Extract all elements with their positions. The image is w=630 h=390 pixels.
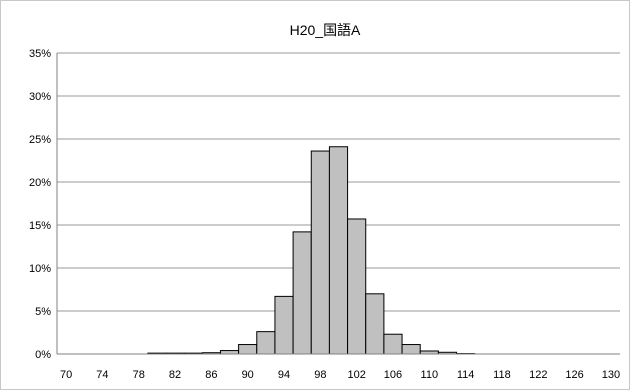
bar — [328, 146, 349, 355]
bars — [147, 146, 476, 355]
y-tick-label: 30% — [29, 91, 51, 103]
x-tick-label: 70 — [60, 369, 72, 381]
y-tick-label: 20% — [29, 177, 51, 189]
y-tick-label: 15% — [29, 220, 51, 232]
x-tick-label: 74 — [96, 369, 108, 381]
bar — [292, 231, 312, 355]
y-tick-label: 35% — [29, 48, 51, 60]
y-tick-labels: 0% 5% 10% 15% 20% 25% 30% 35% — [29, 48, 51, 361]
bar — [310, 150, 330, 355]
axes — [56, 53, 620, 355]
x-tick-label: 90 — [242, 369, 254, 381]
y-tick-label: 25% — [29, 134, 51, 146]
x-tick-label: 78 — [133, 369, 145, 381]
x-tick-label: 106 — [384, 369, 402, 381]
grid-lines — [57, 52, 620, 312]
chart-title: H20_国語A — [290, 22, 361, 38]
x-tick-label: 86 — [205, 369, 217, 381]
x-tick-label: 110 — [421, 369, 439, 381]
y-tick-label: 10% — [29, 263, 51, 275]
x-tick-labels: 70 74 78 82 86 90 94 98 102 106 110 114 118 122 126 130 — [60, 369, 620, 381]
x-tick-label: 118 — [493, 369, 511, 381]
bar — [238, 344, 258, 355]
bar — [256, 331, 276, 355]
x-tick-label: 122 — [529, 369, 547, 381]
y-tick-label: 0% — [35, 349, 51, 361]
x-tick-label: 102 — [347, 369, 365, 381]
bar — [347, 218, 367, 355]
x-tick-label: 126 — [565, 369, 583, 381]
x-tick-label: 98 — [314, 369, 326, 381]
x-tick-label: 130 — [602, 369, 620, 381]
x-tick-label: 114 — [457, 369, 475, 381]
bar — [274, 295, 294, 355]
bar — [401, 344, 421, 355]
bar — [365, 293, 385, 355]
x-tick-label: 82 — [169, 369, 181, 381]
x-tick-label: 94 — [278, 369, 290, 381]
bar — [383, 333, 403, 355]
bar — [219, 350, 240, 355]
y-tick-label: 5% — [35, 306, 51, 318]
